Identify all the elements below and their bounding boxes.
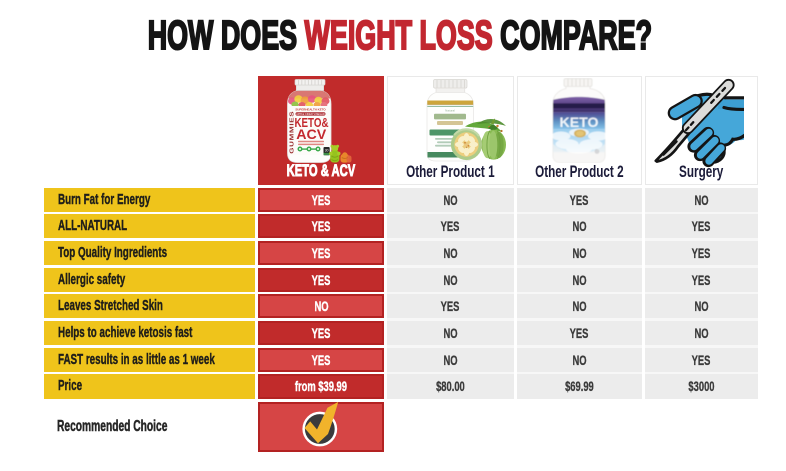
svg-text:30: 30 (325, 149, 329, 153)
svg-text:KETO&: KETO& (295, 116, 329, 130)
svg-text:ACV: ACV (296, 127, 327, 143)
svg-text:GUMMIES: GUMMIES (289, 111, 295, 154)
svg-text:SUPERHEALTH KETO: SUPERHEALTH KETO (295, 108, 326, 112)
svg-text:APPLE CIDER VINEGAR: APPLE CIDER VINEGAR (296, 113, 325, 116)
svg-text:KETO: KETO (560, 114, 599, 130)
svg-text:Natural: Natural (445, 109, 455, 113)
